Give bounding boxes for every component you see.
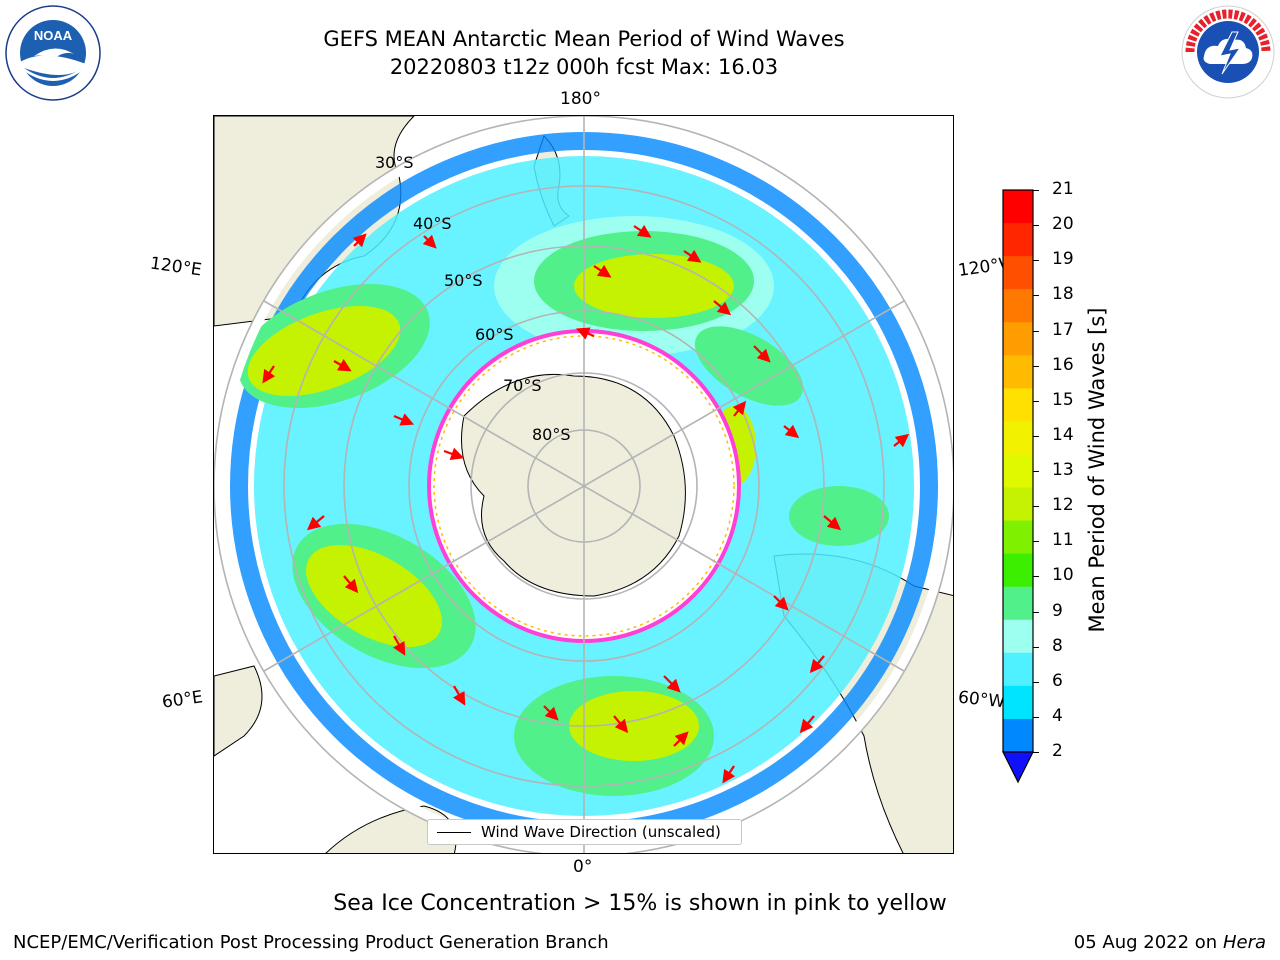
colorbar-swatch [1003, 190, 1033, 224]
colorbar-tick-label: 20 [1052, 214, 1074, 235]
lon-label-0: 0° [573, 857, 593, 877]
colorbar-swatch [1003, 586, 1033, 621]
colorbar-swatch [1003, 388, 1033, 422]
colorbar-swatch [1003, 454, 1033, 489]
lon-label-60w: 60°W [957, 687, 1006, 713]
colorbar-title: Mean Period of Wind Waves [s] [1085, 307, 1109, 633]
colorbar-swatches [1002, 189, 1034, 784]
lat-label-70s: 70°S [503, 376, 542, 395]
colorbar-tick-mark [1033, 435, 1039, 437]
noaa-logo: NOAA [4, 4, 102, 102]
colorbar-tick-label: 12 [1052, 495, 1074, 516]
colorbar-tick-label: 2 [1052, 741, 1063, 761]
colorbar-tick-label: 10 [1052, 565, 1074, 586]
colorbar-tick-mark [1033, 541, 1039, 543]
colorbar [1002, 189, 1034, 784]
colorbar-tick-label: 18 [1052, 284, 1074, 305]
colorbar-extend-triangle [1002, 751, 1034, 784]
colorbar-swatch [1003, 685, 1033, 720]
lon-label-180: 180° [560, 89, 601, 109]
colorbar-tick-label: 4 [1052, 705, 1063, 726]
lon-label-60e: 60°E [160, 687, 205, 713]
lat-label-50s: 50°S [444, 271, 483, 290]
lon-label-120e: 120°E [148, 253, 203, 281]
colorbar-tick-mark [1033, 471, 1039, 472]
footer-date-text: 05 Aug 2022 on [1073, 932, 1218, 953]
footer-host: Hera [1222, 932, 1266, 953]
colorbar-tick-mark [1033, 576, 1039, 578]
legend-line-swatch [437, 831, 471, 833]
colorbar-tick-mark [1033, 611, 1039, 613]
lat-label-60s: 60°S [475, 325, 514, 344]
colorbar-tick-mark [1033, 716, 1039, 718]
colorbar-swatch [1003, 355, 1033, 389]
colorbar-swatch [1003, 256, 1033, 290]
lat-label-40s: 40°S [413, 214, 452, 233]
colorbar-tick-label: 15 [1052, 389, 1074, 410]
colorbar-swatch [1003, 223, 1033, 257]
colorbar-tick-mark [1033, 400, 1039, 402]
legend-label: Wind Wave Direction (unscaled) [481, 823, 721, 841]
colorbar-tick-label: 13 [1052, 460, 1074, 480]
colorbar-tick-mark [1033, 225, 1039, 227]
colorbar-swatch [1003, 553, 1033, 588]
colorbar-tick-label: 17 [1052, 319, 1074, 340]
graticule [214, 116, 953, 853]
colorbar-tick-mark [1033, 330, 1039, 332]
colorbar-tick-mark [1033, 365, 1039, 367]
antarctica [461, 373, 686, 597]
colorbar-swatch [1003, 652, 1033, 687]
footer-branch: NCEP/EMC/Verification Post Processing Pr… [13, 932, 609, 953]
wind-wave-arrows [262, 224, 910, 784]
colorbar-tick-mark [1033, 752, 1039, 753]
colorbar-swatch [1003, 289, 1033, 323]
colorbar-tick-mark [1033, 190, 1039, 191]
colorbar-tick-mark [1033, 295, 1039, 297]
colorbar-tick-mark [1033, 646, 1039, 648]
lat-label-30s: 30°S [375, 153, 414, 172]
colorbar-tick-label: 9 [1052, 600, 1063, 621]
colorbar-swatch [1003, 322, 1033, 356]
chart-title: GEFS MEAN Antarctic Mean Period of Wind … [323, 27, 845, 51]
colorbar-tick-mark [1033, 506, 1039, 508]
map-legend: Wind Wave Direction (unscaled) [427, 819, 742, 845]
colorbar-tick-label: 8 [1052, 635, 1063, 656]
colorbar-tick-label: 14 [1052, 424, 1074, 445]
sea-ice-note: Sea Ice Concentration > 15% is shown in … [333, 891, 947, 916]
colorbar-swatch [1003, 718, 1033, 753]
colorbar-tick-label: 19 [1052, 249, 1074, 270]
colorbar-tick-mark [1033, 681, 1039, 683]
colorbar-tick-label: 6 [1052, 670, 1063, 691]
polar-map [213, 115, 954, 854]
colorbar-swatch [1003, 619, 1033, 654]
footer-date: 05 Aug 2022 on Hera [1074, 932, 1266, 953]
lat-label-80s: 80°S [532, 425, 571, 444]
colorbar-tick-mark [1033, 260, 1039, 262]
colorbar-swatch [1003, 487, 1033, 522]
colorbar-swatch [1003, 421, 1033, 455]
colorbar-tick-label: 16 [1052, 354, 1074, 375]
nws-logo [1180, 4, 1276, 100]
chart-subtitle: 20220803 t12z 000h fcst Max: 16.03 [389, 55, 779, 79]
colorbar-tick-label: 21 [1052, 179, 1074, 199]
colorbar-swatch [1003, 520, 1033, 555]
colorbar-tick-label: 11 [1052, 530, 1074, 551]
noaa-logo-text: NOAA [34, 28, 73, 43]
